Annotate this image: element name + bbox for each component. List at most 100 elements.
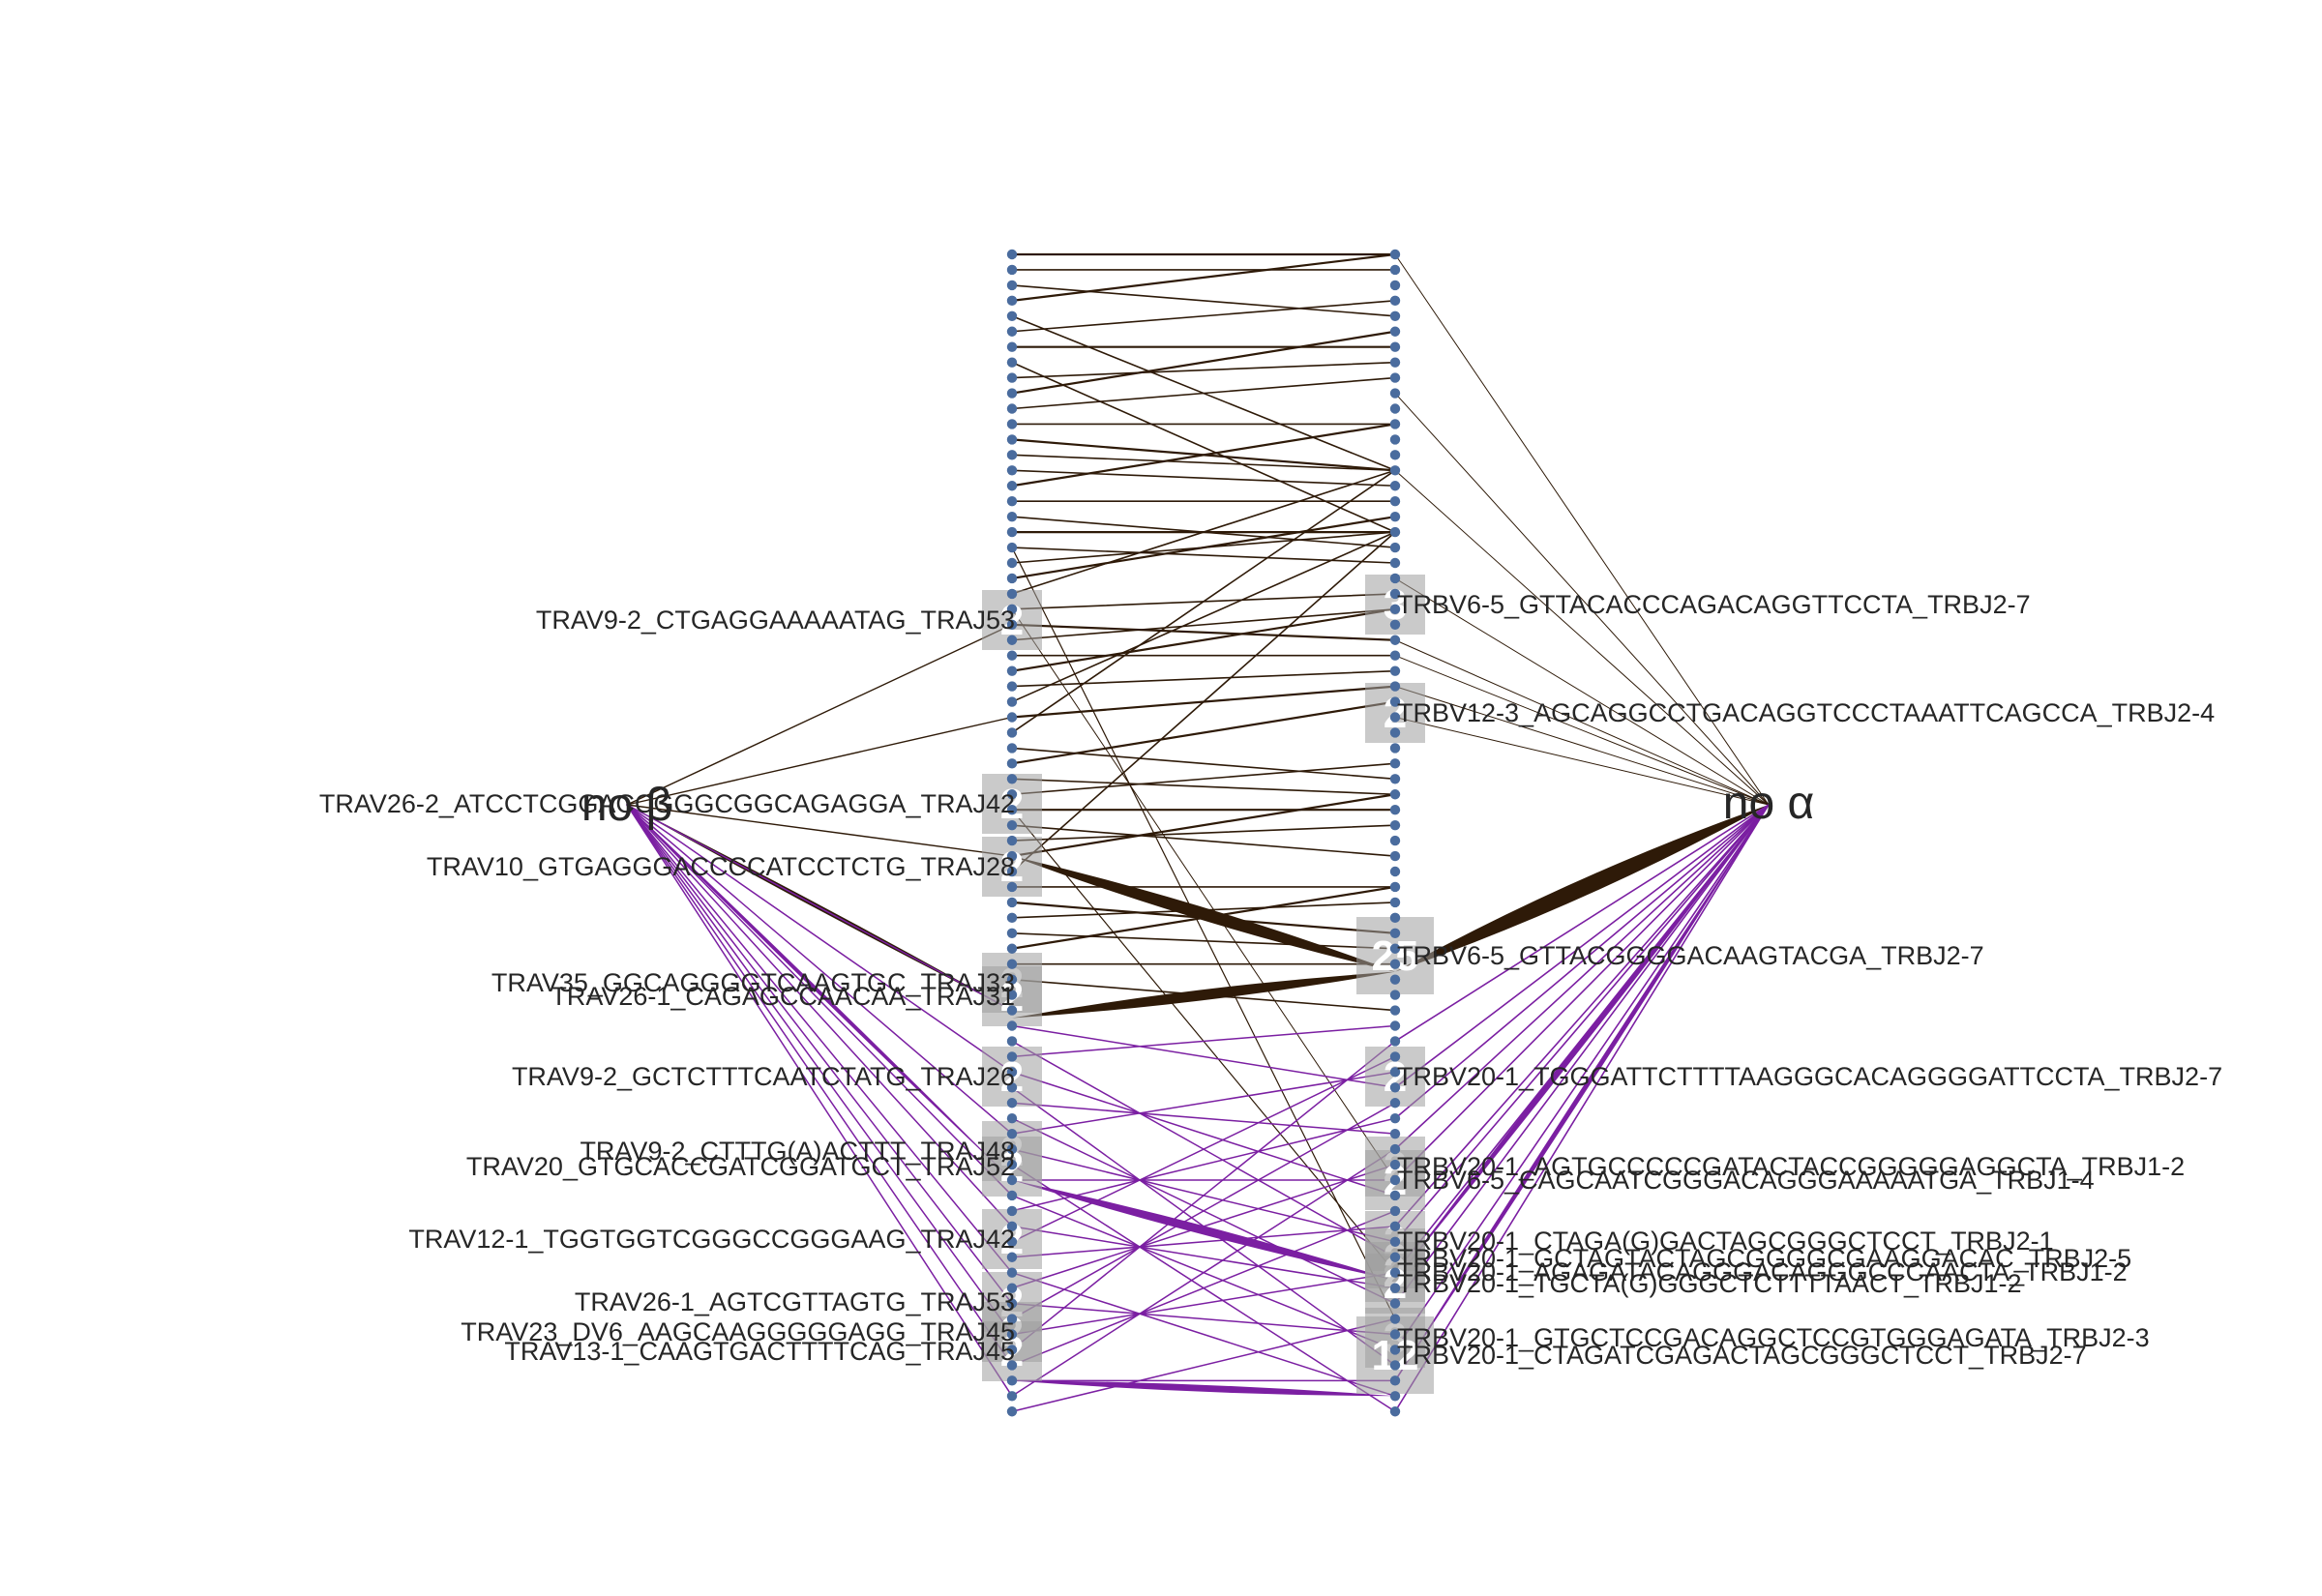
beta-node — [1389, 1113, 1401, 1124]
no-alpha-edge — [1394, 804, 1770, 1043]
beta-edge — [1011, 1226, 1396, 1289]
alpha-node — [1006, 619, 1018, 630]
alpha-node — [1006, 326, 1018, 337]
alpha-node — [1006, 1082, 1018, 1093]
alpha-node — [1006, 1113, 1018, 1124]
alpha-node — [1006, 1020, 1018, 1031]
beta-node — [1389, 1391, 1401, 1402]
alpha-edge — [1011, 284, 1396, 317]
beta-node — [1389, 1143, 1401, 1155]
beta-node — [1389, 1098, 1401, 1108]
alpha-node — [1006, 1190, 1018, 1201]
beta-node — [1389, 341, 1401, 352]
beta-clonotype-label: TRBV6-5_CAGCAATCGGGACAGGGAAAAATGA_TRBJ1-… — [1397, 1166, 2095, 1195]
beta-node — [1389, 928, 1401, 938]
alpha-node — [1006, 295, 1018, 307]
alpha-clonotype-label: TRAV13-1_CAAGTGACTTTTCAG_TRAJ45 — [504, 1337, 1015, 1366]
alpha-node — [1006, 264, 1018, 276]
alpha-node — [1006, 1036, 1018, 1047]
no-beta-label: no β — [581, 780, 672, 831]
no-alpha-edge — [1394, 804, 1770, 1119]
count-value: 12 — [1372, 1332, 1419, 1379]
no-alpha-edge — [1394, 393, 1770, 806]
alpha-node — [1006, 1143, 1018, 1155]
alpha-clonotype-label: TRAV9-2_CTTTG(A)ACTTT_TRAJ48 — [580, 1137, 1015, 1166]
alpha-node — [1006, 959, 1018, 969]
beta-node — [1389, 758, 1401, 769]
beta-clonotype-label: TRBV20-1_TGGGATTCTTTTAAGGGCACAGGGGATTCCT… — [1397, 1062, 2222, 1091]
alpha-edge — [1011, 608, 1396, 641]
count-value: 2 — [1000, 781, 1024, 828]
alpha-node — [1006, 1252, 1018, 1262]
alpha-node — [1006, 542, 1018, 553]
beta-node — [1389, 604, 1401, 615]
alpha-edge — [1011, 824, 1396, 842]
alpha-node — [1006, 1174, 1018, 1186]
alpha-edge — [1010, 623, 1397, 641]
no-alpha-edge — [1394, 804, 1770, 1181]
beta-edge — [1011, 1302, 1396, 1336]
alpha-node — [1006, 604, 1018, 615]
alpha-node — [1006, 1267, 1018, 1278]
no-beta-edge — [626, 804, 1013, 1135]
no-beta-edge — [626, 804, 1013, 1336]
alpha-node — [1006, 341, 1018, 352]
beta-node — [1389, 774, 1401, 784]
beta-node — [1389, 912, 1401, 924]
beta-node — [1389, 743, 1401, 754]
beta-edge — [1011, 1040, 1396, 1351]
beta-node — [1389, 1051, 1401, 1062]
beta-clonotype-label: TRBV20-1_GCTAGTACTAGCGGGGCGAAGGACAC_TRBJ… — [1397, 1244, 2131, 1273]
clonotype-labels: TRAV9-2_CTGAGGAAAAATAG_TRAJ53 TRAV26-2_AT… — [319, 590, 2222, 1370]
beta-node — [1389, 1190, 1401, 1201]
no-alpha-edge — [1394, 804, 1770, 1089]
alpha-edge — [1011, 300, 1396, 333]
no-alpha-label: no α — [1723, 778, 1814, 829]
no-beta-edge — [626, 804, 1013, 1398]
alpha-node — [1006, 1005, 1018, 1016]
no-alpha-edge — [1394, 804, 1770, 1305]
beta-edge — [1011, 1102, 1396, 1135]
beta-node — [1389, 1406, 1401, 1417]
alpha-node — [1006, 357, 1018, 368]
alpha-node — [1006, 805, 1018, 815]
alpha-clonotype-label: TRAV9-2_GCTCTTTCAATCTATG_TRAJ26 — [512, 1062, 1015, 1091]
beta-node — [1389, 1082, 1401, 1093]
alpha-node — [1006, 835, 1018, 846]
beta-node — [1389, 1252, 1401, 1262]
alpha-edge — [1010, 252, 1397, 302]
no-alpha-edge — [1394, 577, 1770, 806]
alpha-band — [1395, 805, 1769, 972]
alpha-edge — [1010, 793, 1397, 858]
beta-node — [1389, 542, 1401, 553]
alpha-node — [1006, 557, 1018, 569]
beta-node — [1389, 650, 1401, 661]
beta-node — [1389, 1020, 1401, 1031]
alpha-node — [1006, 990, 1018, 1000]
alpha-clonotype-label: TRAV10_GTGAGGGACCCCATCCTCTG_TRAJ28 — [427, 852, 1015, 881]
alpha-node — [1006, 696, 1018, 707]
alpha-chain-edges — [626, 252, 1770, 1320]
alpha-clonotype-label: TRAV35_GGCAGGGGTCAAGTGC_TRAJ33 — [491, 968, 1015, 997]
count-value: 25 — [1372, 932, 1419, 980]
alpha-node — [1006, 681, 1018, 692]
beta-node — [1389, 665, 1401, 676]
beta-node — [1389, 1329, 1401, 1340]
beta-edge — [1011, 1055, 1396, 1243]
alpha-node — [1006, 249, 1018, 260]
beta-node — [1389, 712, 1401, 723]
beta-node — [1389, 696, 1401, 707]
alpha-edge — [1011, 747, 1396, 781]
no-alpha-edge — [1394, 469, 1770, 806]
alpha-node — [1006, 434, 1018, 445]
beta-edge — [1011, 1210, 1396, 1367]
beta-node — [1389, 419, 1401, 429]
alpha-node — [1006, 866, 1018, 877]
alpha-edge — [1011, 931, 1396, 950]
alpha-node — [1006, 1283, 1018, 1293]
no-alpha-edge — [1394, 804, 1770, 1243]
beta-node — [1389, 481, 1401, 491]
alpha-node — [1006, 912, 1018, 924]
alpha-node — [1006, 1051, 1018, 1062]
